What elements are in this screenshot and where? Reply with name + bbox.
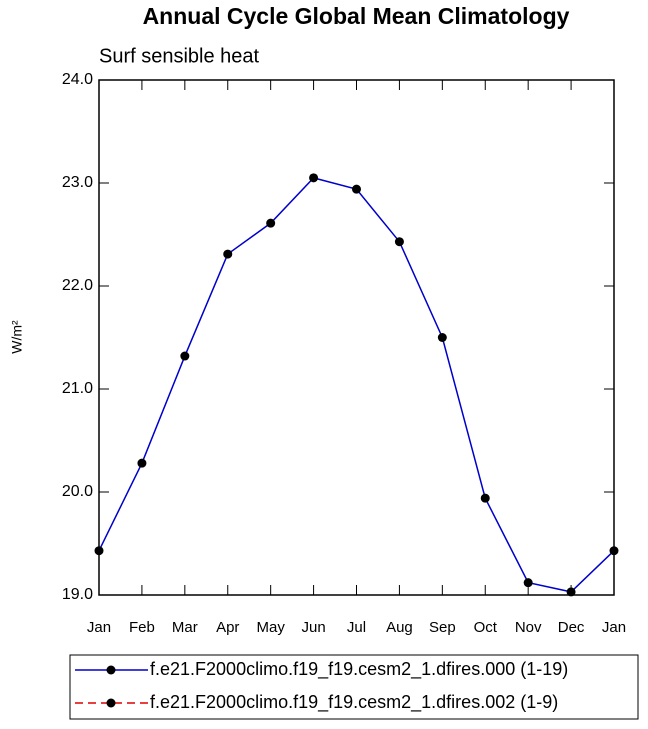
legend-box xyxy=(69,654,639,720)
y-tick-label: 23.0 xyxy=(62,174,93,191)
legend-label: f.e21.F2000climo.f19_f19.cesm2_1.dfires.… xyxy=(150,659,568,680)
chart-subtitle: Surf sensible heat xyxy=(99,45,260,67)
data-point xyxy=(266,218,276,228)
data-point xyxy=(437,333,447,342)
plot-frame xyxy=(98,79,615,596)
x-tick-label: Jul xyxy=(347,619,366,636)
x-tick-label: Jun xyxy=(301,619,325,636)
data-point xyxy=(352,184,361,194)
data-point xyxy=(94,546,104,556)
y-tick-label: 21.0 xyxy=(62,380,93,397)
legend-marker xyxy=(106,665,116,675)
chart-title: Annual Cycle Global Mean Climatology xyxy=(143,3,570,29)
x-tick-label: Jan xyxy=(602,619,626,636)
data-point xyxy=(223,249,233,259)
data-point xyxy=(523,578,533,588)
legend-label: f.e21.F2000climo.f19_f19.cesm2_1.dfires.… xyxy=(150,692,558,713)
data-point xyxy=(180,351,190,361)
legend-marker xyxy=(106,698,116,708)
y-axis-label: W/m² xyxy=(9,320,25,354)
data-point xyxy=(137,458,147,468)
x-tick-label: Mar xyxy=(172,619,198,636)
series-line xyxy=(98,177,615,593)
x-tick-label: Oct xyxy=(474,619,498,636)
data-point xyxy=(566,587,576,597)
y-tick-label: 22.0 xyxy=(62,277,93,294)
y-tick-label: 20.0 xyxy=(62,483,93,500)
x-tick-label: Apr xyxy=(216,619,239,636)
data-point xyxy=(309,173,319,183)
y-tick-label: 24.0 xyxy=(62,71,93,88)
x-tick-label: Sep xyxy=(429,619,456,636)
data-point xyxy=(480,493,490,503)
x-tick-label: Nov xyxy=(515,619,542,636)
x-tick-label: Feb xyxy=(129,619,155,636)
x-tick-label: Dec xyxy=(558,619,585,636)
x-tick-label: May xyxy=(256,619,285,636)
x-tick-label: Aug xyxy=(386,619,413,636)
y-tick-label: 19.0 xyxy=(62,586,93,603)
data-point xyxy=(609,546,619,556)
data-point xyxy=(394,237,404,247)
x-tick-label: Jan xyxy=(87,619,111,636)
